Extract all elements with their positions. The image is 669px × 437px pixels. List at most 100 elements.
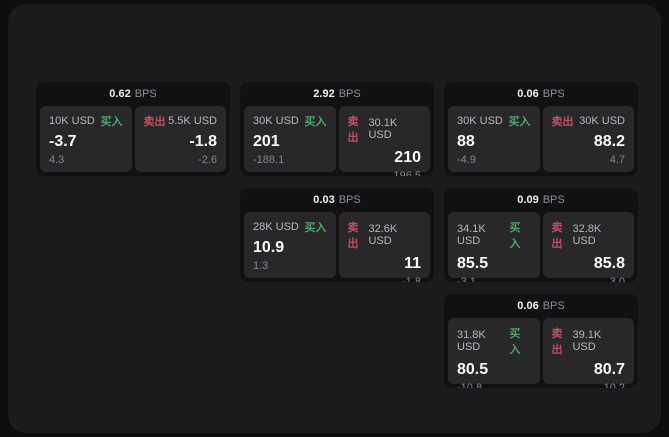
card-body: 31.8K USD 买入 80.5 -10.8 卖出 39.1K USD 80.… <box>444 318 638 388</box>
buy-tile-header: 34.1K USD 买入 <box>457 219 531 251</box>
buy-amount: 30K USD <box>457 115 503 127</box>
buy-tile-header: 30K USD 买入 <box>253 113 327 129</box>
bps-value: 0.62 <box>109 88 131 100</box>
bps-value: 2.92 <box>313 88 335 100</box>
bps-value: 0.06 <box>517 88 539 100</box>
card-header: 0.09 BPS <box>444 188 638 212</box>
buy-price-value: -3.7 <box>49 133 77 150</box>
buy-amount: 34.1K USD <box>457 223 486 247</box>
card-header: 0.62 BPS <box>36 82 230 106</box>
buy-side-label: 买入 <box>304 222 327 234</box>
buy-amount: 28K USD <box>253 221 299 233</box>
sell-tile-header: 卖出 30K USD <box>552 113 626 129</box>
card-body: 30K USD 买入 88 -4.9 卖出 30K USD 88.2 4.7 <box>444 106 638 176</box>
sell-amount: 30K USD <box>579 115 625 127</box>
bps-value: 0.09 <box>517 194 539 206</box>
buy-quote-tile[interactable]: 31.8K USD 买入 80.5 -10.8 <box>448 318 540 388</box>
sell-side-label: 卖出 <box>551 222 563 250</box>
bps-unit-label: BPS <box>338 194 361 206</box>
buy-tile-header: 31.8K USD 买入 <box>457 325 531 357</box>
sell-tile-header: 卖出 30.1K USD <box>348 113 422 145</box>
buy-delta-value: -10.8 <box>457 382 483 388</box>
sell-quote-tile[interactable]: 卖出 30.1K USD 210 196.5 <box>338 106 430 176</box>
quote-card: 0.06 BPS 30K USD 买入 88 -4.9 卖出 30K USD 8… <box>444 82 638 176</box>
sell-amount: 30.1K USD <box>368 117 398 141</box>
sell-price-value: 11 <box>404 255 421 272</box>
sell-side-label: 卖出 <box>347 116 359 144</box>
buy-side-label: 买入 <box>304 116 327 128</box>
buy-price-value: 10.9 <box>253 239 285 256</box>
buy-tile-header: 30K USD 买入 <box>457 113 531 129</box>
sell-delta-value: 3.0 <box>609 276 625 282</box>
sell-amount: 5.5K USD <box>168 115 217 127</box>
sell-price-value: 80.7 <box>593 361 625 378</box>
buy-quote-tile[interactable]: 10K USD 买入 -3.7 4.3 <box>40 106 132 172</box>
buy-delta-value: 4.3 <box>49 154 65 166</box>
sell-quote-tile[interactable]: 卖出 30K USD 88.2 4.7 <box>542 106 634 172</box>
sell-quote-tile[interactable]: 卖出 32.8K USD 85.8 3.0 <box>542 212 634 282</box>
quote-card: 2.92 BPS 30K USD 买入 201 -188.1 卖出 30.1K … <box>240 82 434 176</box>
buy-delta-value: -3.1 <box>457 276 476 282</box>
buy-delta-value: 1.3 <box>253 260 269 272</box>
sell-delta-value: 196.5 <box>393 170 421 176</box>
card-body: 10K USD 买入 -3.7 4.3 卖出 5.5K USD -1.8 -2.… <box>36 106 230 176</box>
sell-price-value: 85.8 <box>593 255 625 272</box>
sell-amount: 32.6K USD <box>368 223 398 247</box>
card-header: 2.92 BPS <box>240 82 434 106</box>
sell-side-label: 卖出 <box>551 328 563 356</box>
sell-delta-value: -2.6 <box>198 154 217 166</box>
buy-side-label: 买入 <box>509 222 521 250</box>
sell-tile-header: 卖出 39.1K USD <box>552 325 626 357</box>
buy-amount: 10K USD <box>49 115 95 127</box>
sell-amount: 32.8K USD <box>572 223 602 247</box>
sell-tile-header: 卖出 32.8K USD <box>552 219 626 251</box>
buy-quote-tile[interactable]: 30K USD 买入 88 -4.9 <box>448 106 540 172</box>
buy-amount: 30K USD <box>253 115 299 127</box>
card-header: 0.06 BPS <box>444 294 638 318</box>
sell-tile-header: 卖出 5.5K USD <box>144 113 218 129</box>
sell-side-label: 卖出 <box>347 222 359 250</box>
buy-quote-tile[interactable]: 34.1K USD 买入 85.5 -3.1 <box>448 212 540 282</box>
buy-price-value: 201 <box>253 133 280 150</box>
sell-tile-header: 卖出 32.6K USD <box>348 219 422 251</box>
sell-quote-tile[interactable]: 卖出 39.1K USD 80.7 10.2 <box>542 318 634 388</box>
bps-unit-label: BPS <box>542 88 565 100</box>
app-surface: 0.62 BPS 10K USD 买入 -3.7 4.3 卖出 5.5K USD… <box>8 4 661 433</box>
buy-amount: 31.8K USD <box>457 329 486 353</box>
sell-delta-value: 4.7 <box>609 154 625 166</box>
sell-quote-tile[interactable]: 卖出 5.5K USD -1.8 -2.6 <box>134 106 226 172</box>
card-header: 0.03 BPS <box>240 188 434 212</box>
quote-card: 0.03 BPS 28K USD 买入 10.9 1.3 卖出 32.6K US… <box>240 188 434 282</box>
bps-unit-label: BPS <box>134 88 157 100</box>
buy-delta-value: -188.1 <box>253 154 285 166</box>
quote-card: 0.62 BPS 10K USD 买入 -3.7 4.3 卖出 5.5K USD… <box>36 82 230 176</box>
sell-price-value: 210 <box>394 149 421 166</box>
buy-side-label: 买入 <box>509 328 521 356</box>
sell-side-label: 卖出 <box>143 116 166 128</box>
bps-unit-label: BPS <box>338 88 361 100</box>
buy-side-label: 买入 <box>508 116 531 128</box>
sell-price-value: -1.8 <box>189 133 217 150</box>
card-body: 30K USD 买入 201 -188.1 卖出 30.1K USD 210 1… <box>240 106 434 176</box>
buy-delta-value: -4.9 <box>457 154 476 166</box>
quote-card: 0.09 BPS 34.1K USD 买入 85.5 -3.1 卖出 32.8K… <box>444 188 638 282</box>
buy-side-label: 买入 <box>100 116 123 128</box>
sell-side-label: 卖出 <box>551 116 574 128</box>
buy-price-value: 85.5 <box>457 255 489 272</box>
sell-delta-value: 10.2 <box>603 382 625 388</box>
sell-amount: 39.1K USD <box>572 329 602 353</box>
sell-quote-tile[interactable]: 卖出 32.6K USD 11 -1.8 <box>338 212 430 282</box>
buy-quote-tile[interactable]: 28K USD 买入 10.9 1.3 <box>244 212 336 278</box>
buy-price-value: 88 <box>457 133 475 150</box>
bps-unit-label: BPS <box>542 194 565 206</box>
card-body: 34.1K USD 买入 85.5 -3.1 卖出 32.8K USD 85.8… <box>444 212 638 282</box>
bps-unit-label: BPS <box>542 300 565 312</box>
sell-delta-value: -1.8 <box>402 276 421 282</box>
buy-tile-header: 10K USD 买入 <box>49 113 123 129</box>
card-body: 28K USD 买入 10.9 1.3 卖出 32.6K USD 11 -1.8 <box>240 212 434 282</box>
card-header: 0.06 BPS <box>444 82 638 106</box>
buy-quote-tile[interactable]: 30K USD 买入 201 -188.1 <box>244 106 336 172</box>
buy-tile-header: 28K USD 买入 <box>253 219 327 235</box>
buy-price-value: 80.5 <box>457 361 489 378</box>
quote-card: 0.06 BPS 31.8K USD 买入 80.5 -10.8 卖出 39.1… <box>444 294 638 388</box>
